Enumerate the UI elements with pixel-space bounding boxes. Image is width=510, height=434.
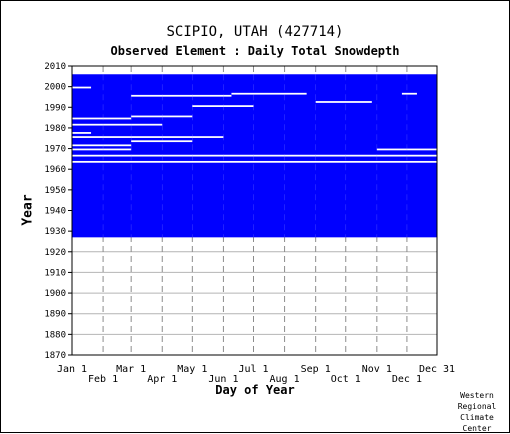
x-tick-label: Dec 31 <box>419 364 455 375</box>
missing-data-bar <box>72 160 437 163</box>
missing-data-bar <box>231 92 307 95</box>
credit-line: Climate <box>460 413 494 422</box>
missing-data-bar <box>72 148 132 151</box>
y-tick-label: 1930 <box>44 227 66 237</box>
y-tick-label: 1900 <box>44 289 66 299</box>
x-tick-label: May 1 <box>177 364 207 375</box>
missing-data-bar <box>131 115 193 118</box>
y-tick-label: 1950 <box>44 186 66 196</box>
credit-line: Center <box>462 424 492 433</box>
x-tick-label: Oct 1 <box>331 374 361 385</box>
x-tick-label: Jun 1 <box>208 374 238 385</box>
y-tick-label: 1890 <box>44 310 66 320</box>
x-tick-label: Apr 1 <box>147 374 177 385</box>
y-tick-label: 1940 <box>44 207 66 217</box>
y-tick-label: 1990 <box>44 103 66 113</box>
x-tick-label: Aug 1 <box>270 374 300 385</box>
missing-data-bar <box>72 123 163 126</box>
missing-data-bar <box>131 140 193 143</box>
missing-data-bar <box>376 148 437 151</box>
y-tick-label: 2000 <box>44 83 66 93</box>
x-tick-label: Nov 1 <box>362 364 392 375</box>
missing-data-bar <box>131 94 232 97</box>
y-tick-label: 1870 <box>44 351 66 361</box>
missing-data-bar <box>72 117 132 120</box>
y-tick-label: 1880 <box>44 330 66 340</box>
y-tick-label: 1970 <box>44 145 66 155</box>
credit-line: Regional <box>457 402 497 411</box>
x-tick-label: Dec 1 <box>392 374 422 385</box>
missing-data-bar <box>315 101 372 103</box>
y-tick-label: 1910 <box>44 268 66 278</box>
credit-text: Western Regional Climate Center <box>452 390 502 434</box>
y-tick-label: 1980 <box>44 124 66 134</box>
chart-subtitle: Observed Element : Daily Total Snowdepth <box>110 44 400 58</box>
missing-data-bar <box>401 92 417 95</box>
missing-data-bar <box>72 132 92 134</box>
missing-data-bar <box>72 154 437 157</box>
x-tick-label: Sep 1 <box>301 364 331 375</box>
x-tick-label: Jul 1 <box>238 364 268 375</box>
y-tick-label: 1920 <box>44 248 66 258</box>
x-tick-label: Mar 1 <box>116 364 146 375</box>
y-tick-label: 2010 <box>44 62 66 72</box>
missing-data-bar <box>192 105 254 107</box>
y-tick-label: 1960 <box>44 165 66 175</box>
x-axis-label: Day of Year <box>215 383 295 397</box>
missing-data-bar <box>72 86 92 89</box>
missing-data-bar <box>72 144 132 147</box>
credit-line: Western <box>460 391 494 400</box>
x-tick-label: Jan 1 <box>57 364 87 375</box>
chart-title: SCIPIO, UTAH (427714) <box>166 24 344 40</box>
x-tick-label: Feb 1 <box>88 374 118 385</box>
missing-data-bar <box>72 136 224 138</box>
